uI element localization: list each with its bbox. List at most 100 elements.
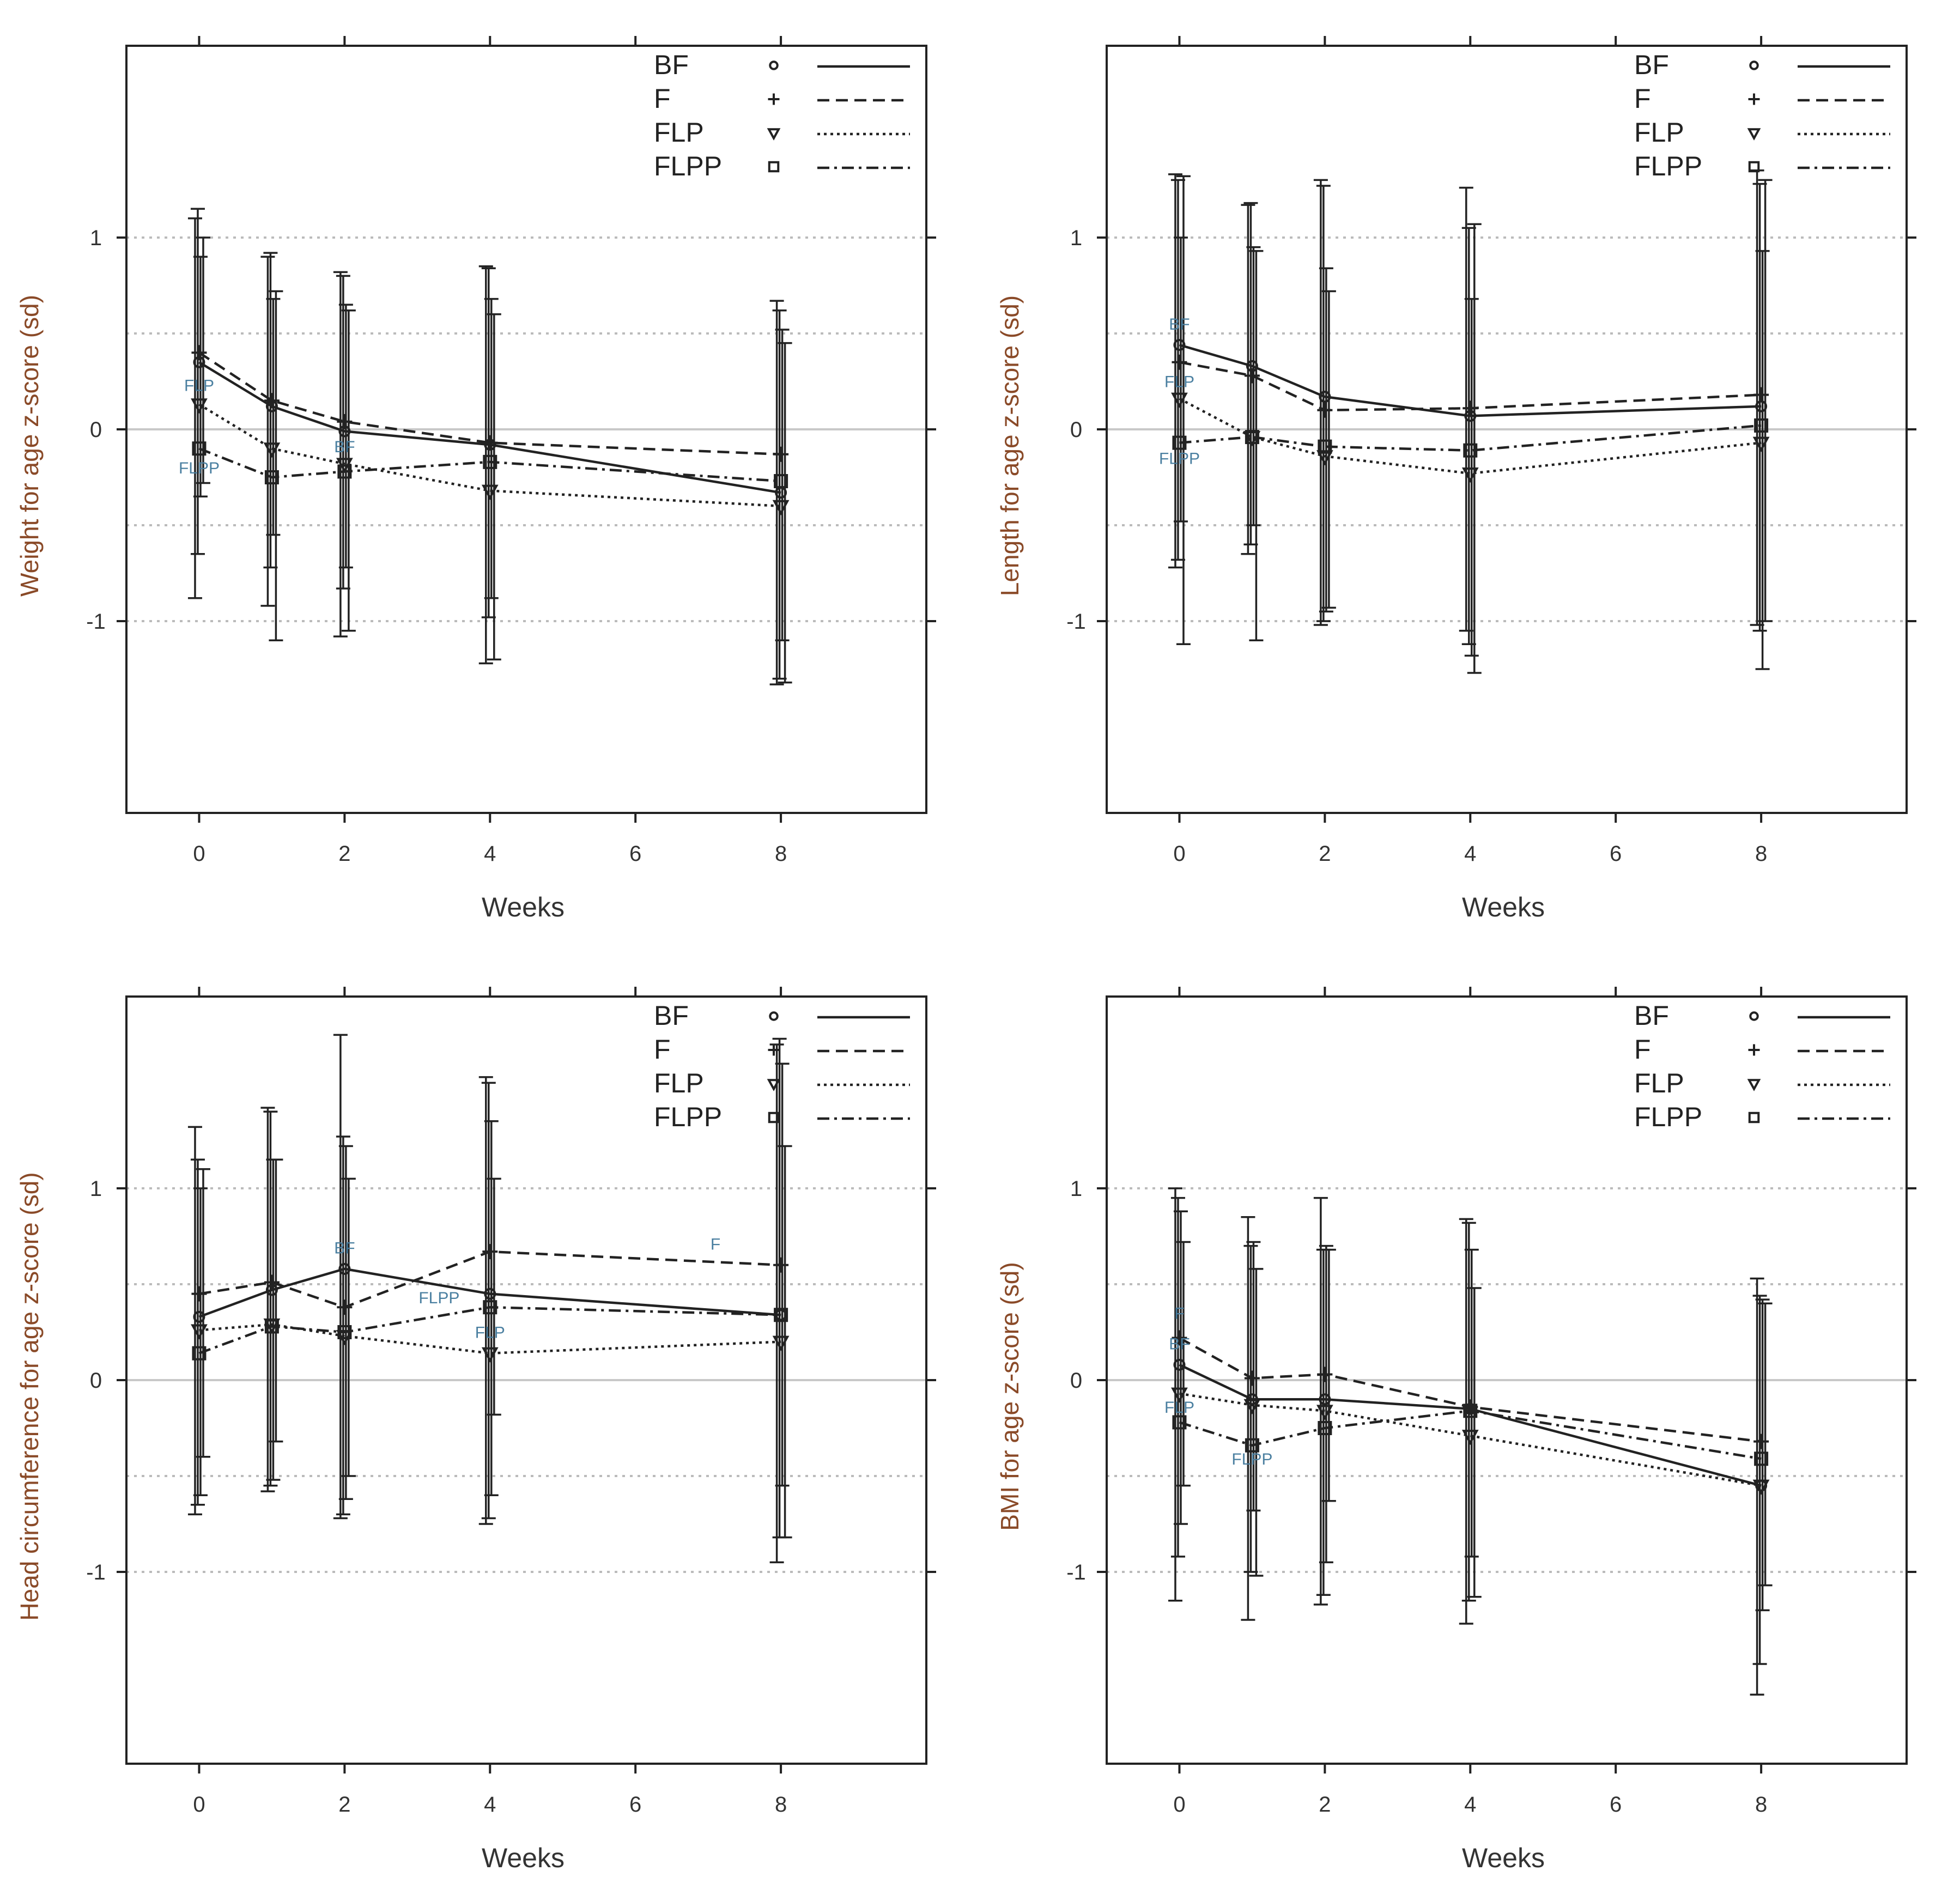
data-point-flpp [192,441,207,456]
series-annotation: FLPP [1231,1450,1272,1468]
legend-label-bf: BF [654,50,689,80]
y-axis-title: Length for age z-score (sd) [996,295,1024,596]
data-point-flpp [774,474,788,489]
series-flpp [192,236,792,684]
x-tick-label: 4 [1464,1793,1476,1817]
data-point-f [773,446,789,462]
legend-label-flpp: FLPP [1634,151,1702,181]
series-annotation: BF [1169,315,1190,333]
legend-symbol-flp [767,1079,781,1091]
data-point-flpp [1172,1415,1187,1430]
x-tick-label: 8 [1755,1793,1767,1817]
legend-label-flpp: FLPP [654,1102,722,1132]
legend-symbol-flpp [768,161,780,173]
y-tick-label: 1 [1070,226,1082,250]
series-annotation: FLPP [179,459,220,477]
data-point-flpp [483,1300,497,1315]
legend-symbol-f [768,1044,780,1056]
legend-label-flp: FLP [1634,1068,1684,1098]
data-point-f [1317,1366,1333,1382]
y-axis-title: Head circumference for age z-score (sd) [15,1172,44,1620]
y-tick-label: -1 [1066,1560,1086,1584]
x-tick-label: 8 [1755,842,1767,866]
x-tick-label: 6 [1610,842,1622,866]
data-point-flpp [1318,439,1332,454]
data-point-flpp [1754,418,1769,433]
x-tick-label: 0 [193,1793,205,1817]
y-tick-label: 1 [1070,1177,1082,1201]
data-point-flpp [1463,1404,1478,1418]
series-line-bf [198,361,781,494]
series-annotation: FLP [475,1324,505,1342]
legend-symbol-bf [769,1011,779,1021]
legend-label-flp: FLP [1634,117,1684,148]
legend-symbol-f [1748,1044,1760,1056]
legend-label-f: F [1634,83,1651,114]
x-tick-label: 8 [775,842,787,866]
legend-symbol-f [768,93,780,105]
x-tick-label: 0 [193,842,205,866]
legend-symbol-flpp [1748,161,1760,173]
head-circumference-z-score-chart: 0 2 4 6 8 -1 0 1 Weeks Head circumference for age… [15,987,936,1873]
legend-symbol-bf [769,60,779,70]
legend-symbol-flp [1747,128,1761,141]
legend-label-f: F [1634,1034,1651,1065]
legend-symbol-flp [1747,1079,1761,1091]
x-axis-title: Weeks [482,1843,565,1873]
data-point-f [1753,1434,1769,1449]
legend-symbol-f [1748,93,1760,105]
y-tick-label: -1 [86,1560,106,1584]
legend-label-bf: BF [654,1000,689,1031]
x-tick-label: 0 [1173,1793,1185,1817]
series-flpp [192,1145,792,1539]
series-flp [191,256,790,641]
data-point-flpp [192,1346,207,1361]
data-point-flpp [337,464,352,479]
data-point-flpp [264,470,279,484]
data-point-f [773,1257,789,1273]
legend-label-flpp: FLPP [1634,1102,1702,1132]
data-point-flpp [1463,443,1478,458]
weight-z-score-chart: 0 2 4 6 8 -1 0 1 Weeks Weight for age z-score (sd… [15,36,936,922]
y-tick-label: 0 [90,418,102,442]
series-flpp [1172,1241,1773,1598]
data-point-f [264,1274,280,1290]
legend-label-flp: FLP [654,1068,704,1098]
x-tick-label: 2 [338,1793,350,1817]
series-line-bf [198,1267,781,1318]
series-flpp [1172,175,1773,674]
series-bf [187,217,787,685]
data-point-flpp [1245,1438,1259,1453]
data-point-f [1244,1370,1260,1386]
series-annotation: BF [1169,1335,1190,1353]
x-tick-label: 2 [1319,1793,1331,1817]
series-annotation: BF [334,1240,355,1258]
data-point-flpp [264,1319,279,1334]
series-bf [1168,169,1768,632]
series-line-flpp [198,1305,781,1355]
y-tick-label: 0 [1070,418,1082,442]
data-point-flpp [1318,1421,1332,1435]
series-line-f [198,351,781,456]
data-point-flpp [774,1308,788,1322]
x-tick-label: 6 [629,1793,641,1817]
x-axis-title: Weeks [1462,1843,1545,1873]
y-tick-label: 1 [90,1177,102,1201]
x-tick-label: 8 [775,1793,787,1817]
data-point-f [191,1286,207,1302]
data-point-flpp [483,454,497,469]
series-line-flpp [198,447,781,483]
y-tick-label: 0 [1070,1369,1082,1393]
legend-label-flpp: FLPP [654,151,722,181]
x-tick-label: 2 [338,842,350,866]
data-point-flpp [1754,1451,1769,1466]
series-annotation: F [711,1236,720,1254]
series-line-f [1179,1337,1762,1443]
series-annotation: FLP [1164,1399,1194,1417]
x-axis-title: Weeks [482,892,565,922]
data-point-flpp [337,1325,352,1339]
legend-label-f: F [654,83,671,114]
x-tick-label: 0 [1173,842,1185,866]
series-line-bf [1179,343,1762,417]
